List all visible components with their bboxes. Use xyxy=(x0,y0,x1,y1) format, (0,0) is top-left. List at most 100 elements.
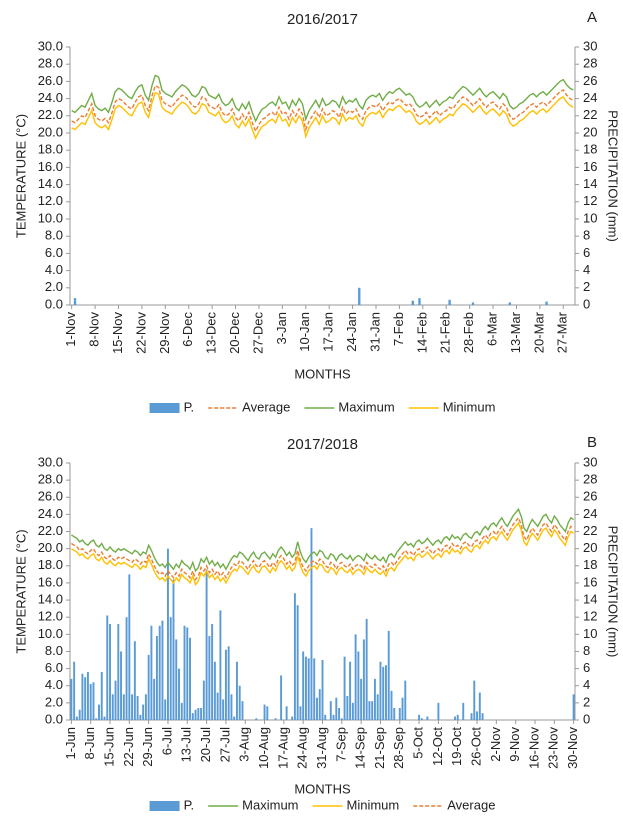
x-tick-label: 15-Jun xyxy=(101,727,116,767)
x-tick-label: 8-Nov xyxy=(87,312,102,347)
bar xyxy=(172,579,175,720)
y2-tick-label: 4 xyxy=(583,677,590,692)
y-tick-label: 8.0 xyxy=(45,228,63,243)
x-tick-label: 3-Jan xyxy=(274,312,289,345)
bar xyxy=(418,714,421,720)
bar xyxy=(266,706,269,720)
y-tick-label: 10.0 xyxy=(38,210,63,225)
bar xyxy=(178,668,180,720)
bar xyxy=(155,636,158,720)
bar xyxy=(255,718,258,720)
bar xyxy=(371,701,374,720)
bar xyxy=(189,637,192,720)
bar xyxy=(285,706,288,720)
y-axis-label: TEMPERATURE (°C) xyxy=(13,529,28,653)
bar xyxy=(401,697,404,720)
bar xyxy=(202,680,205,720)
bar xyxy=(164,699,167,720)
bar xyxy=(296,605,299,720)
x-tick-label: 22-Nov xyxy=(133,312,148,354)
y-tick-label: 0.0 xyxy=(45,711,63,726)
x-tick-label: 6-Jul xyxy=(159,727,174,755)
x-tick-label: 31-Aug xyxy=(314,727,329,769)
bar xyxy=(70,678,73,720)
y2-tick-label: 14 xyxy=(583,176,597,191)
bar xyxy=(222,699,225,720)
bar xyxy=(335,697,338,720)
y2-tick-label: 2 xyxy=(583,694,590,709)
bar xyxy=(324,714,327,720)
bar xyxy=(351,702,354,720)
bar xyxy=(216,692,219,720)
bar xyxy=(572,694,575,720)
bar xyxy=(398,708,401,720)
bar xyxy=(219,610,222,720)
y-tick-label: 0.0 xyxy=(45,296,63,311)
y2-tick-label: 6 xyxy=(583,660,590,675)
x-tick-label: 21-Sep xyxy=(372,727,387,769)
x-axis-label: MONTHS xyxy=(294,781,351,796)
bar xyxy=(230,694,233,720)
bar xyxy=(426,716,429,720)
legend-label: Average xyxy=(242,399,290,414)
bar xyxy=(310,528,313,720)
x-tick-label: 12-Oct xyxy=(430,727,445,766)
y2-tick-label: 0 xyxy=(583,711,590,726)
x-tick-label: 2-Nov xyxy=(488,727,503,762)
y-tick-label: 4.0 xyxy=(45,262,63,277)
bar xyxy=(191,713,194,720)
bar xyxy=(122,694,125,720)
bar xyxy=(313,658,316,720)
bar xyxy=(139,714,142,720)
bar xyxy=(106,615,109,720)
x-tick-label: 22-Jun xyxy=(121,727,136,767)
bar xyxy=(357,651,360,720)
y2-axis-label: PRECIPITATION (mm) xyxy=(606,526,621,658)
x-tick-label: 10-Aug xyxy=(256,727,271,769)
y2-tick-label: 12 xyxy=(583,609,597,624)
bar xyxy=(448,299,451,305)
y2-tick-label: 26 xyxy=(583,489,597,504)
bar xyxy=(404,680,407,720)
y-tick-label: 20.0 xyxy=(38,124,63,139)
bar xyxy=(98,704,100,720)
bar xyxy=(318,689,321,720)
legend-label: Minimum xyxy=(443,399,496,414)
y2-tick-label: 18 xyxy=(583,557,597,572)
y2-tick-label: 20 xyxy=(583,540,597,555)
bar xyxy=(280,675,283,720)
x-tick-label: 20-Jul xyxy=(198,727,213,763)
x-tick-label: 1-Jun xyxy=(63,727,78,760)
bar xyxy=(302,651,305,720)
x-tick-label: 19-Oct xyxy=(449,727,464,766)
bar xyxy=(205,569,208,720)
x-tick-label: 27-Jul xyxy=(217,727,232,763)
bar xyxy=(109,624,111,720)
bar xyxy=(453,716,456,720)
bar xyxy=(385,665,387,720)
y2-tick-label: 16 xyxy=(583,159,597,174)
y-tick-label: 26.0 xyxy=(38,73,63,88)
y2-tick-label: 8 xyxy=(583,643,590,658)
bar xyxy=(175,639,178,720)
bar xyxy=(89,684,92,720)
bar xyxy=(200,708,203,720)
x-tick-label: 27-Mar xyxy=(555,311,570,353)
bar xyxy=(293,593,296,720)
legend-label: P. xyxy=(184,797,195,812)
x-tick-label: 26-Oct xyxy=(468,727,483,766)
bar xyxy=(186,627,189,720)
bar xyxy=(390,690,393,720)
x-tick-label: 10-Jan xyxy=(297,312,312,352)
x-tick-label: 9-Nov xyxy=(507,727,522,762)
y-tick-label: 12.0 xyxy=(38,609,63,624)
bar xyxy=(111,694,114,720)
bar xyxy=(478,692,481,720)
bar xyxy=(213,661,216,720)
x-tick-label: 24-Aug xyxy=(295,727,310,769)
bar xyxy=(211,624,214,720)
legend-label: Average xyxy=(447,797,495,812)
x-tick-label: 27-Dec xyxy=(250,312,265,354)
y-tick-label: 30.0 xyxy=(38,38,63,53)
